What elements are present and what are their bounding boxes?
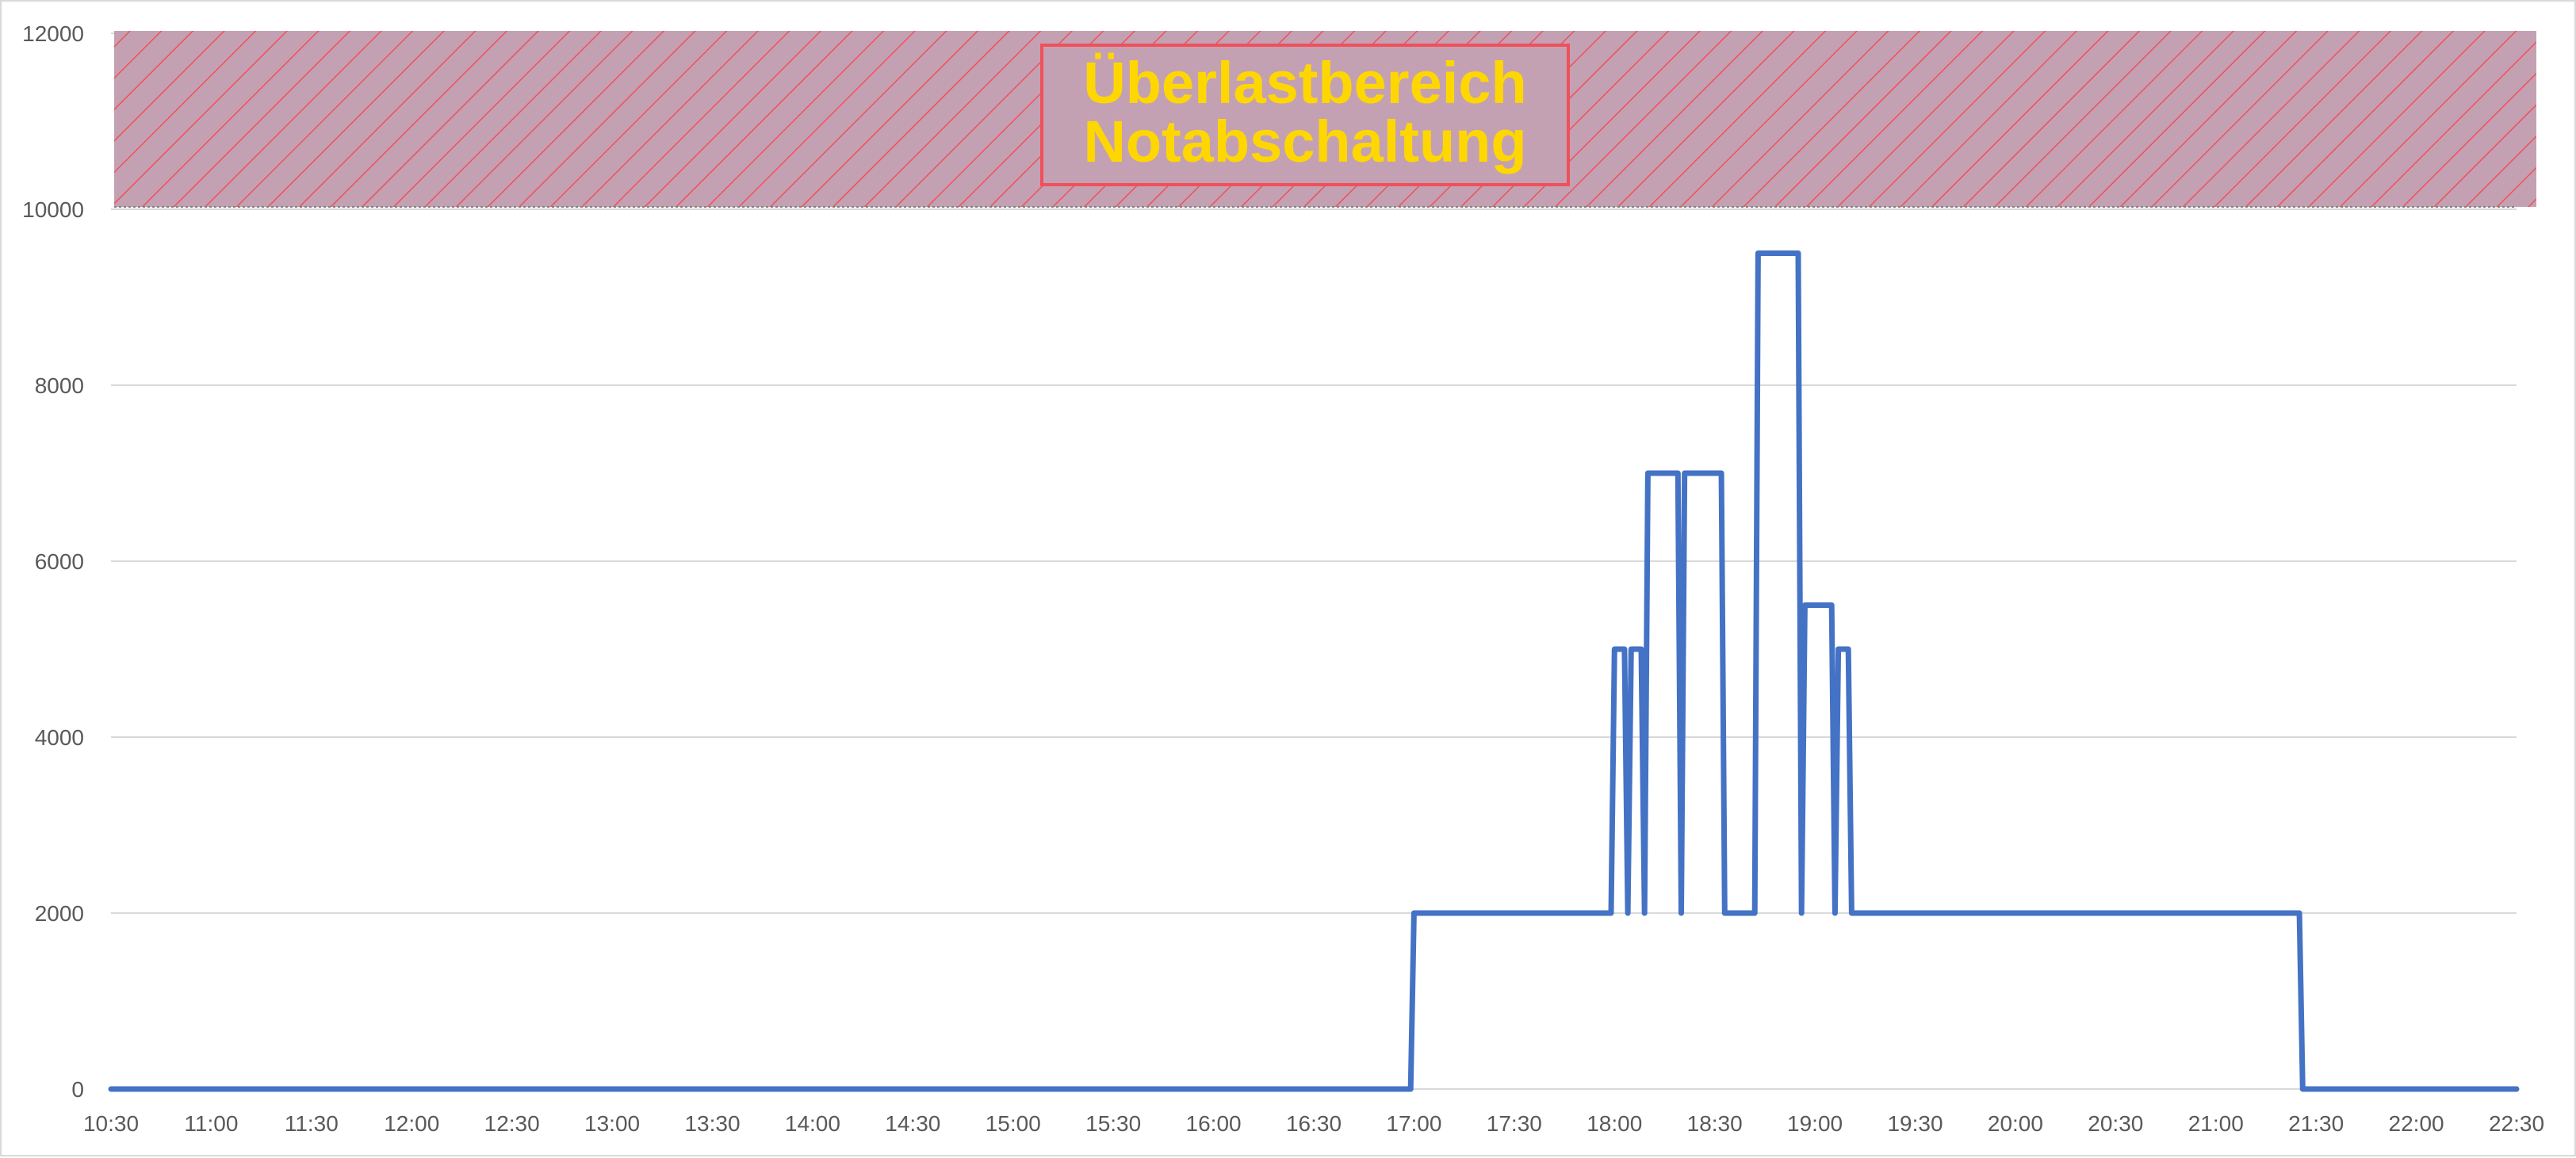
x-tick-label: 19:00 — [1787, 1111, 1843, 1136]
x-tick-label: 15:00 — [986, 1111, 1041, 1136]
x-tick-label: 13:00 — [584, 1111, 640, 1136]
series-layer — [108, 250, 2520, 1092]
y-tick-label: 6000 — [35, 549, 84, 574]
x-tick-label: 15:30 — [1085, 1111, 1141, 1136]
x-tick-label: 14:00 — [785, 1111, 840, 1136]
x-tick-label: 16:00 — [1186, 1111, 1242, 1136]
x-tick-label: 11:00 — [184, 1111, 238, 1136]
x-axis-ticks: 10:30 11:00 11:30 12:00 12:30 13:00 13:30 14:00… — [83, 1111, 2544, 1136]
y-tick-label: 8000 — [35, 373, 84, 398]
x-tick-label: 13:30 — [684, 1111, 740, 1136]
x-tick-label: 11:30 — [285, 1111, 339, 1136]
y-tick-label: 0 — [71, 1077, 84, 1102]
y-tick-label: 2000 — [35, 901, 84, 926]
x-tick-label: 22:30 — [2489, 1111, 2544, 1136]
x-tick-label: 14:30 — [885, 1111, 940, 1136]
overload-zone-label-line1: Überlastbereich — [1083, 50, 1526, 116]
x-tick-label: 20:00 — [1988, 1111, 2043, 1136]
x-tick-label: 16:30 — [1286, 1111, 1342, 1136]
x-tick-label: 19:30 — [1887, 1111, 1943, 1136]
overload-zone-label-box — [1040, 44, 1570, 186]
y-tick-label: 10000 — [22, 197, 84, 222]
y-tick-label: 12000 — [22, 21, 84, 46]
x-tick-label: 18:30 — [1687, 1111, 1743, 1136]
overload-zone: Überlastbereich Notabschaltung — [114, 31, 2536, 208]
x-tick-label: 21:30 — [2288, 1111, 2344, 1136]
x-tick-label: 22:00 — [2389, 1111, 2444, 1136]
x-tick-label: 20:30 — [2088, 1111, 2143, 1136]
x-tick-label: 12:00 — [384, 1111, 439, 1136]
y-tick-label: 4000 — [35, 725, 84, 750]
overload-zone-label-line2: Notabschaltung — [1083, 109, 1526, 174]
y-axis-ticks: 0 2000 4000 6000 8000 10000 12000 — [22, 21, 84, 1102]
x-tick-label: 10:30 — [83, 1111, 139, 1136]
x-tick-label: 21:00 — [2188, 1111, 2244, 1136]
x-tick-label: 12:30 — [484, 1111, 540, 1136]
x-tick-label: 17:00 — [1386, 1111, 1441, 1136]
x-tick-label: 18:00 — [1587, 1111, 1642, 1136]
x-tick-label: 17:30 — [1487, 1111, 1542, 1136]
series-line-0 — [108, 250, 2520, 1092]
